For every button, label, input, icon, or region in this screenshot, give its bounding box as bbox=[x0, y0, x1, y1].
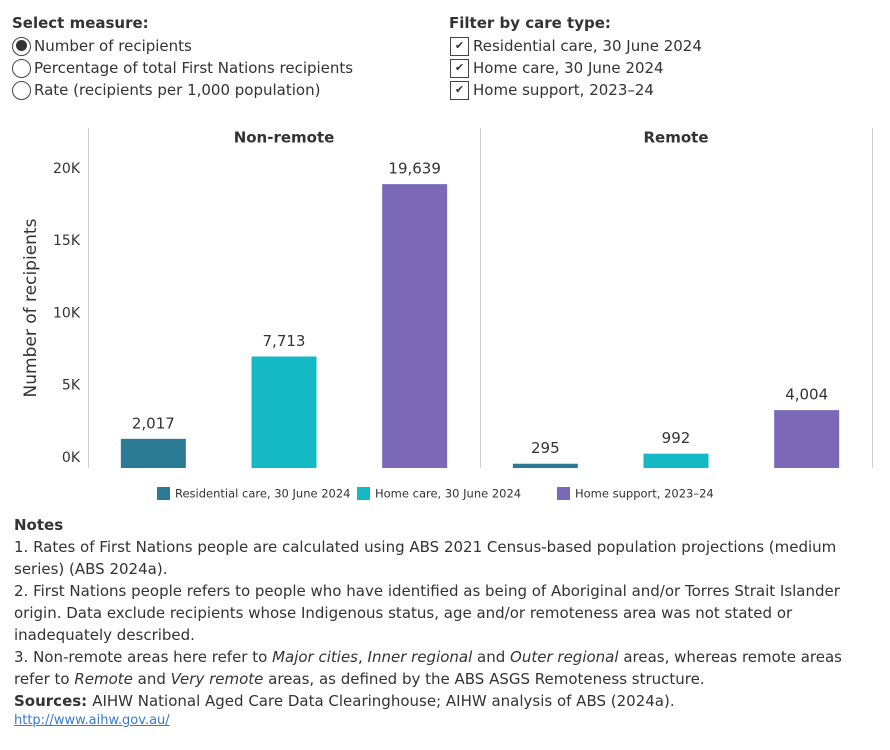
value-label: 992 bbox=[662, 429, 691, 447]
note: 3. Non-remote areas here refer to Major … bbox=[14, 646, 864, 690]
y-tick-label: 0K bbox=[62, 450, 81, 466]
checkbox-label: Home care, 30 June 2024 bbox=[473, 59, 664, 77]
note-text: Remote bbox=[74, 670, 133, 688]
checkbox-option[interactable]: ✔ Home care, 30 June 2024 bbox=[449, 57, 664, 79]
bar bbox=[643, 453, 709, 468]
bar bbox=[774, 410, 840, 468]
radio-option[interactable]: Number of recipients bbox=[12, 35, 192, 57]
note-text: 1. Rates of First Nations people are cal… bbox=[14, 538, 837, 578]
note-text: areas, as defined by the ABS ASGS Remote… bbox=[263, 670, 705, 688]
bar bbox=[120, 438, 186, 468]
measure-title: Select measure: bbox=[12, 14, 149, 32]
notes-title: Notes bbox=[14, 516, 64, 534]
checkbox[interactable]: ✔ bbox=[450, 58, 469, 78]
facet-label: Remote bbox=[643, 129, 708, 147]
note-text: and bbox=[472, 648, 511, 666]
checkbox[interactable]: ✔ bbox=[450, 36, 469, 56]
legend-label: Home care, 30 June 2024 bbox=[375, 487, 521, 501]
link[interactable]: http://www.aihw.gov.au/ bbox=[14, 713, 170, 728]
y-tick-label: 5K bbox=[62, 378, 81, 394]
radio-label: Number of recipients bbox=[34, 37, 192, 55]
note-text: Inner regional bbox=[367, 648, 473, 666]
note-text: and bbox=[132, 670, 171, 688]
radio-button[interactable] bbox=[12, 58, 31, 78]
legend-swatch bbox=[557, 487, 570, 500]
legend-swatch bbox=[157, 487, 170, 500]
checkbox[interactable]: ✔ bbox=[450, 80, 469, 100]
radio-option[interactable]: Percentage of total First Nations recipi… bbox=[12, 57, 353, 79]
note: 2. First Nations people refers to people… bbox=[14, 580, 864, 646]
y-tick-label: 10K bbox=[53, 305, 81, 321]
value-label: 4,004 bbox=[785, 386, 828, 404]
value-label: 2,017 bbox=[132, 414, 175, 432]
note-text: 3. Non-remote areas here refer to bbox=[14, 648, 273, 666]
y-axis-label: Number of recipients bbox=[21, 218, 41, 397]
radio-button[interactable] bbox=[12, 36, 31, 56]
checkbox-option[interactable]: ✔ Home support, 2023–24 bbox=[449, 79, 654, 101]
note-text: Very remote bbox=[170, 670, 264, 688]
note-text: Major cities bbox=[272, 648, 358, 666]
sources: Sources: AIHW National Aged Care Data Cle… bbox=[14, 690, 864, 712]
note-text: 2. First Nations people refers to people… bbox=[14, 582, 840, 644]
checkbox-option[interactable]: ✔ Residential care, 30 June 2024 bbox=[449, 35, 702, 57]
value-label: 7,713 bbox=[263, 332, 306, 350]
bar bbox=[512, 463, 578, 468]
y-tick-label: 15K bbox=[53, 233, 81, 249]
filter-title: Filter by care type: bbox=[449, 14, 611, 32]
bar bbox=[251, 356, 317, 468]
legend-swatch bbox=[357, 487, 370, 500]
value-label: 295 bbox=[531, 439, 560, 457]
facet-label: Non-remote bbox=[234, 129, 335, 147]
checkbox-label: Home support, 2023–24 bbox=[473, 81, 654, 99]
note-text: Outer regional bbox=[510, 648, 619, 666]
notes: Notes 1. Rates of First Nations people a… bbox=[14, 514, 864, 730]
note: 1. Rates of First Nations people are cal… bbox=[14, 536, 864, 580]
note-text: areas, whereas remote areas refer to bbox=[14, 648, 842, 688]
radio-label: Rate (recipients per 1,000 population) bbox=[34, 81, 321, 99]
radio-button[interactable] bbox=[12, 80, 31, 100]
radio-label: Percentage of total First Nations recipi… bbox=[34, 59, 354, 77]
note-text: , bbox=[358, 648, 368, 666]
value-label: 19,639 bbox=[388, 160, 441, 178]
checkbox-label: Residential care, 30 June 2024 bbox=[473, 37, 702, 55]
radio-option[interactable]: Rate (recipients per 1,000 population) bbox=[12, 79, 320, 101]
sources-text: AIHW National Aged Care Data Clearinghou… bbox=[92, 692, 675, 710]
legend-label: Home support, 2023–24 bbox=[575, 487, 714, 501]
y-tick-label: 20K bbox=[53, 161, 81, 177]
sources-label: Sources: bbox=[14, 692, 88, 710]
bar bbox=[382, 184, 448, 468]
legend-label: Residential care, 30 June 2024 bbox=[175, 487, 351, 501]
